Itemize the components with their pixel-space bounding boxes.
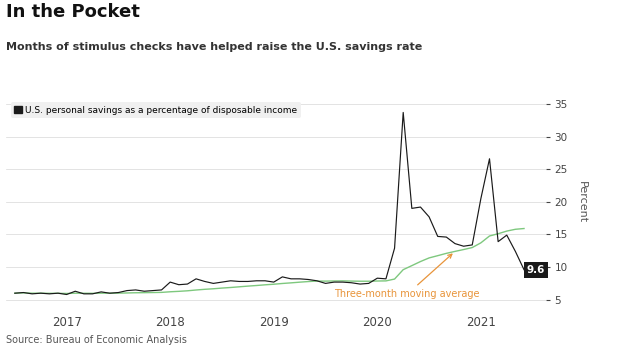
Text: Source: Bureau of Economic Analysis: Source: Bureau of Economic Analysis [6, 334, 187, 345]
Text: Months of stimulus checks have helped raise the U.S. savings rate: Months of stimulus checks have helped ra… [6, 42, 422, 52]
Text: In the Pocket: In the Pocket [6, 3, 140, 22]
Y-axis label: Percent: Percent [577, 181, 587, 223]
Legend: U.S. personal savings as a percentage of disposable income: U.S. personal savings as a percentage of… [11, 102, 301, 118]
Text: Three-month moving average: Three-month moving average [334, 254, 480, 300]
Text: 9.6: 9.6 [526, 265, 545, 275]
